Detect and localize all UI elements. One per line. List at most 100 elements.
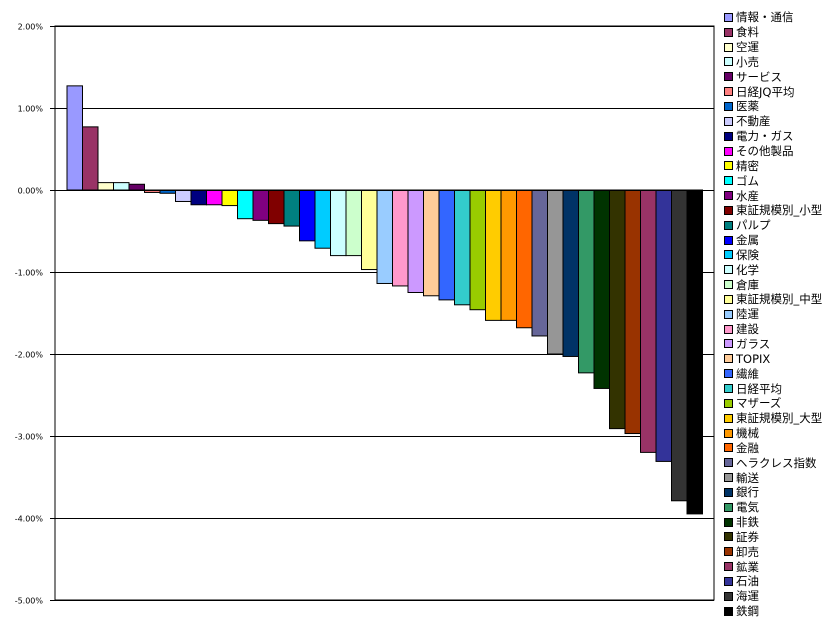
legend-swatch: [724, 428, 733, 438]
bar-38: [640, 189, 657, 453]
legend-label: 食料: [736, 25, 759, 40]
bar-40: [671, 189, 688, 502]
legend-label: その他製品: [736, 144, 794, 159]
legend-item: 日経JQ平均: [724, 84, 822, 99]
legend-label: 鉄鋼: [736, 604, 759, 619]
legend-label: 海運: [736, 589, 759, 604]
legend-item: 電気: [724, 500, 822, 515]
legend-item: TOPIX: [724, 351, 822, 366]
bar-9: [190, 189, 207, 206]
legend-item: ヘラクレス指数: [724, 455, 822, 470]
y-tick-label: -2.00%: [15, 351, 44, 360]
legend-swatch: [724, 27, 733, 37]
bar-23: [407, 189, 424, 293]
bar-36: [609, 189, 626, 430]
legend-item: その他製品: [724, 144, 822, 159]
legend-label: ヘラクレス指数: [736, 455, 817, 470]
legend-item: 化学: [724, 262, 822, 277]
bar-20: [361, 189, 378, 271]
legend-item: 空運: [724, 40, 822, 55]
legend-label: 非鉄: [736, 515, 759, 530]
legend-swatch: [724, 161, 733, 171]
bar-27: [469, 189, 486, 311]
bar-16: [299, 189, 316, 242]
legend-swatch: [724, 413, 733, 423]
bar-17: [314, 189, 331, 249]
bar-19: [345, 189, 362, 257]
y-tick-label: 0.00%: [18, 187, 44, 196]
legend-label: 輸送: [736, 470, 759, 485]
legend-item: ガラス: [724, 337, 822, 352]
bar-12: [237, 189, 254, 220]
legend-label: 日経JQ平均: [736, 84, 795, 99]
legend-item: ゴム: [724, 173, 822, 188]
legend-swatch: [724, 473, 733, 483]
y-tick-label: -4.00%: [15, 515, 44, 524]
legend-item: 金融: [724, 440, 822, 455]
legend-item: 輸送: [724, 470, 822, 485]
legend-swatch: [724, 116, 733, 126]
legend-swatch: [724, 324, 733, 334]
bar-18: [330, 189, 347, 257]
bar-26: [454, 189, 471, 306]
legend-swatch: [724, 265, 733, 275]
legend-item: 東証規模別_中型: [724, 292, 822, 307]
legend-item: パルプ: [724, 218, 822, 233]
legend-item: 非鉄: [724, 515, 822, 530]
bar-14: [268, 189, 285, 225]
legend-item: 水産: [724, 188, 822, 203]
legend-swatch: [724, 576, 733, 586]
bar-21: [376, 189, 393, 284]
legend-item: 海運: [724, 589, 822, 604]
legend-label: 機械: [736, 426, 759, 441]
legend-label: TOPIX: [736, 351, 771, 366]
legend-label: 銀行: [736, 485, 759, 500]
legend-label: 鉱業: [736, 559, 759, 574]
legend-label: サービス: [736, 69, 782, 84]
legend-swatch: [724, 250, 733, 260]
legend-item: 建設: [724, 322, 822, 337]
bar-25: [438, 189, 455, 301]
legend-label: 東証規模別_小型: [736, 203, 823, 218]
legend-item: 東証規模別_大型: [724, 411, 822, 426]
legend-swatch: [724, 532, 733, 542]
legend-label: 電力・ガス: [736, 129, 794, 144]
legend-swatch: [724, 547, 733, 557]
bar-11: [221, 189, 238, 207]
legend-item: 食料: [724, 25, 822, 40]
bar-33: [562, 189, 579, 357]
legend-item: 倉庫: [724, 277, 822, 292]
legend-item: 鉱業: [724, 559, 822, 574]
y-tick-label: -3.00%: [15, 433, 44, 442]
bar-4: [113, 182, 130, 191]
legend-item: 精密: [724, 158, 822, 173]
bar-22: [392, 189, 409, 287]
legend-swatch: [724, 591, 733, 601]
bar-10: [206, 189, 223, 206]
legend-swatch: [724, 309, 733, 319]
legend-swatch: [724, 354, 733, 364]
legend-item: 銀行: [724, 485, 822, 500]
legend-label: マザーズ: [736, 396, 782, 411]
bar-15: [283, 189, 300, 227]
legend-label: 医薬: [736, 99, 759, 114]
legend-item: 情報・通信: [724, 10, 822, 25]
legend-swatch: [724, 339, 733, 349]
bar-5: [128, 183, 145, 191]
legend-label: 電気: [736, 500, 759, 515]
legend-label: 金属: [736, 233, 759, 248]
legend-label: 水産: [736, 188, 759, 203]
bar-8: [175, 189, 192, 202]
legend-label: 石油: [736, 574, 759, 589]
legend-swatch: [724, 87, 733, 97]
legend-item: 繊維: [724, 366, 822, 381]
legend-label: 東証規模別_大型: [736, 411, 823, 426]
legend-label: 繊維: [736, 366, 759, 381]
bar-37: [624, 189, 641, 435]
legend: 情報・通信 食料 空運 小売 サービス 日経JQ平均 医薬 不動産 電力・ガス その他製品 精密 ゴム…: [724, 10, 822, 619]
legend-label: 不動産: [736, 114, 771, 129]
legend-swatch: [724, 443, 733, 453]
y-tick-label: -1.00%: [15, 269, 44, 278]
legend-swatch: [724, 57, 733, 67]
